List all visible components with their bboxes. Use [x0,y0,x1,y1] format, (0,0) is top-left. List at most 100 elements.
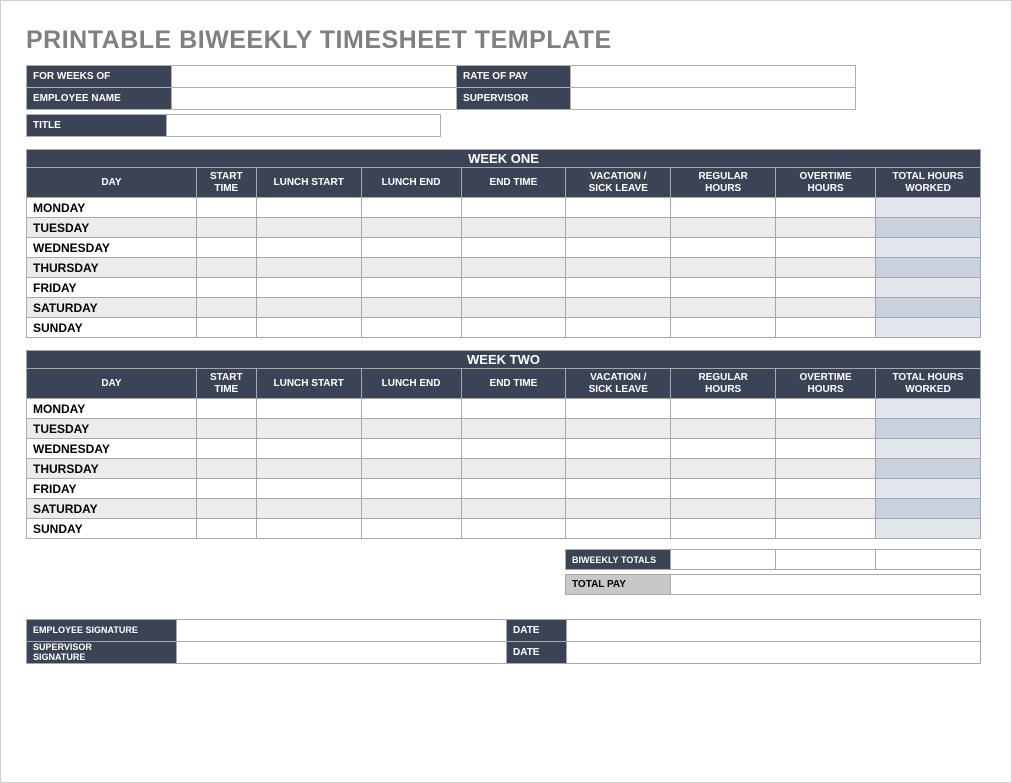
cell-hours-total[interactable] [876,550,981,570]
cell-vacation[interactable] [566,419,671,439]
cell-total[interactable] [876,218,981,238]
cell-start[interactable] [196,519,256,539]
cell-overtime[interactable] [776,519,876,539]
cell-total[interactable] [876,258,981,278]
cell-start[interactable] [196,238,256,258]
cell-lunch_start[interactable] [256,439,361,459]
cell-regular[interactable] [671,278,776,298]
cell-vacation[interactable] [566,439,671,459]
cell-end[interactable] [461,399,566,419]
cell-overtime[interactable] [776,278,876,298]
cell-lunch_start[interactable] [256,238,361,258]
cell-total[interactable] [876,298,981,318]
cell-lunch_start[interactable] [256,499,361,519]
cell-regular[interactable] [671,519,776,539]
cell-end[interactable] [461,198,566,218]
cell-vacation[interactable] [566,258,671,278]
cell-regular[interactable] [671,459,776,479]
cell-lunch_end[interactable] [361,298,461,318]
cell-vacation[interactable] [566,318,671,338]
cell-lunch_start[interactable] [256,399,361,419]
cell-regular[interactable] [671,318,776,338]
input-employee-sig[interactable] [177,620,507,642]
cell-lunch_end[interactable] [361,218,461,238]
cell-start[interactable] [196,278,256,298]
cell-start[interactable] [196,479,256,499]
cell-lunch_end[interactable] [361,238,461,258]
cell-total-pay[interactable] [671,575,981,595]
cell-lunch_end[interactable] [361,519,461,539]
cell-total[interactable] [876,198,981,218]
cell-end[interactable] [461,519,566,539]
cell-start[interactable] [196,419,256,439]
cell-total[interactable] [876,399,981,419]
cell-overtime[interactable] [776,399,876,419]
cell-start[interactable] [196,198,256,218]
cell-vacation[interactable] [566,399,671,419]
cell-overtime[interactable] [776,419,876,439]
cell-lunch_end[interactable] [361,459,461,479]
cell-regular[interactable] [671,258,776,278]
cell-vacation[interactable] [566,198,671,218]
cell-vacation[interactable] [566,298,671,318]
cell-regular-total[interactable] [671,550,776,570]
cell-regular[interactable] [671,238,776,258]
cell-lunch_end[interactable] [361,198,461,218]
cell-total[interactable] [876,479,981,499]
cell-lunch_start[interactable] [256,198,361,218]
cell-overtime[interactable] [776,499,876,519]
cell-end[interactable] [461,318,566,338]
input-employee[interactable] [172,88,457,110]
cell-total[interactable] [876,519,981,539]
cell-total[interactable] [876,419,981,439]
cell-lunch_start[interactable] [256,218,361,238]
cell-start[interactable] [196,499,256,519]
cell-overtime[interactable] [776,198,876,218]
cell-end[interactable] [461,499,566,519]
cell-start[interactable] [196,459,256,479]
cell-start[interactable] [196,399,256,419]
cell-lunch_end[interactable] [361,318,461,338]
cell-total[interactable] [876,439,981,459]
cell-lunch_start[interactable] [256,278,361,298]
cell-start[interactable] [196,258,256,278]
cell-lunch_end[interactable] [361,278,461,298]
cell-lunch_start[interactable] [256,519,361,539]
cell-lunch_end[interactable] [361,439,461,459]
cell-total[interactable] [876,238,981,258]
cell-end[interactable] [461,479,566,499]
cell-total[interactable] [876,318,981,338]
cell-lunch_start[interactable] [256,258,361,278]
cell-overtime-total[interactable] [776,550,876,570]
cell-vacation[interactable] [566,218,671,238]
cell-start[interactable] [196,218,256,238]
cell-lunch_end[interactable] [361,499,461,519]
cell-overtime[interactable] [776,318,876,338]
cell-vacation[interactable] [566,499,671,519]
input-title[interactable] [166,115,440,137]
cell-overtime[interactable] [776,479,876,499]
cell-lunch_end[interactable] [361,419,461,439]
cell-total[interactable] [876,499,981,519]
input-supervisor-sig[interactable] [177,642,507,664]
cell-regular[interactable] [671,419,776,439]
cell-start[interactable] [196,298,256,318]
cell-regular[interactable] [671,399,776,419]
cell-regular[interactable] [671,218,776,238]
cell-lunch_end[interactable] [361,399,461,419]
cell-end[interactable] [461,419,566,439]
cell-vacation[interactable] [566,459,671,479]
cell-lunch_start[interactable] [256,459,361,479]
input-supervisor[interactable] [571,88,856,110]
cell-end[interactable] [461,258,566,278]
cell-overtime[interactable] [776,218,876,238]
cell-vacation[interactable] [566,519,671,539]
cell-regular[interactable] [671,499,776,519]
cell-overtime[interactable] [776,459,876,479]
input-employee-date[interactable] [567,620,981,642]
cell-overtime[interactable] [776,298,876,318]
cell-lunch_end[interactable] [361,479,461,499]
cell-end[interactable] [461,218,566,238]
cell-start[interactable] [196,318,256,338]
cell-vacation[interactable] [566,479,671,499]
